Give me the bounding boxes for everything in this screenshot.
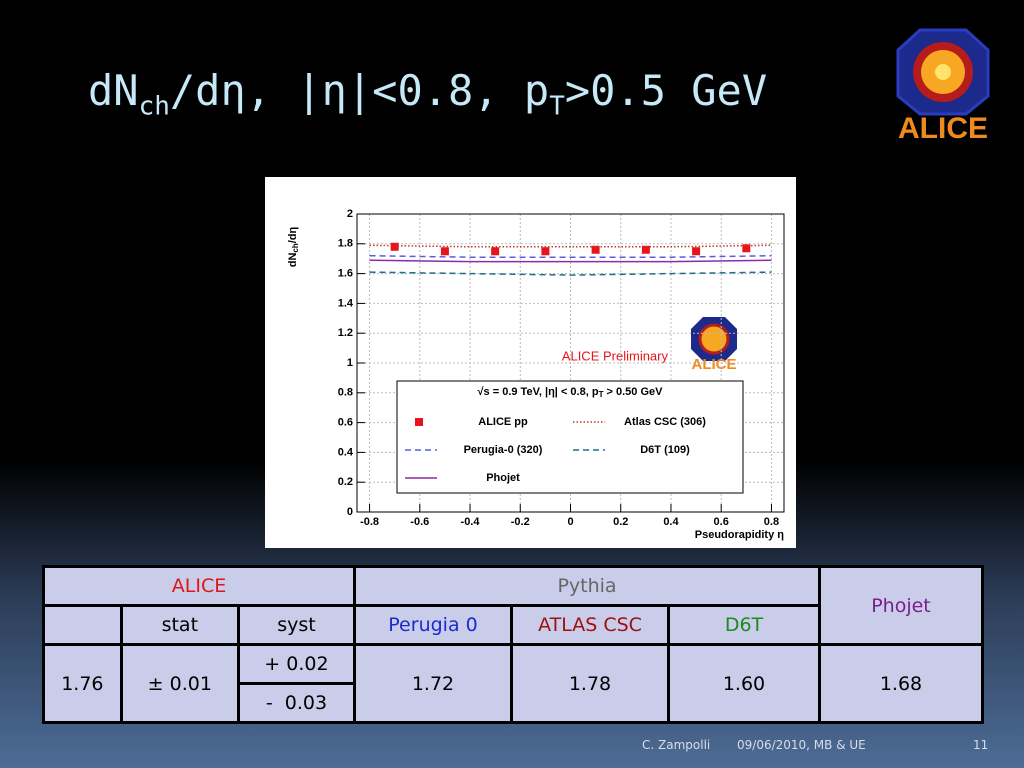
x-tick-label: 0.6: [714, 516, 729, 528]
x-tick-label: -0.6: [410, 516, 429, 528]
legend-title-part: √s = 0.9 TeV, |η| < 0.8, p: [478, 386, 599, 398]
data-point: [541, 247, 550, 256]
y-tick-label: 1.2: [338, 327, 353, 339]
legend-label: Phojet: [486, 472, 520, 484]
y-axis-label: dNch/dη: [287, 226, 300, 267]
title-part: >0.5 GeV: [564, 66, 768, 115]
legend-label: Atlas CSC (306): [624, 416, 706, 428]
y-tick-label: 1.8: [338, 238, 353, 250]
footer-page: 11: [973, 738, 989, 752]
table-header: ALICE: [42, 565, 356, 607]
table-cell: + 0.02: [236, 643, 357, 685]
label-part: /dη: [287, 226, 299, 243]
x-axis-label: Pseudorapidity η: [695, 529, 785, 541]
label-part: dN: [287, 253, 299, 268]
x-tick-label: 0.2: [613, 516, 628, 528]
x-tick-label: 0.8: [764, 516, 779, 528]
table-cell: 1.60: [667, 643, 821, 724]
x-tick-label: -0.8: [360, 516, 379, 528]
chart: ALICE ALICE Preliminary dNch/dη Pseudora…: [265, 177, 796, 548]
table-cell: 1.68: [818, 643, 984, 724]
table-cell: - 0.03: [236, 682, 357, 724]
series-line: [369, 271, 772, 276]
slide-title: dNch/dη, |η|<0.8, pT>0.5 GeV: [88, 66, 767, 121]
table-cell: 1.76: [42, 643, 123, 724]
series-line: [369, 244, 772, 248]
footer-author: C. Zampolli: [642, 738, 711, 752]
table-header: Phojet: [818, 565, 984, 646]
data-point: [591, 245, 600, 254]
table-header: Pythia: [353, 565, 821, 607]
alice-logo: ALICE: [896, 28, 990, 144]
legend-title-subscript: T: [599, 390, 604, 399]
logo-core: [698, 323, 730, 355]
table-subheader: syst: [236, 604, 357, 646]
series-line: [369, 259, 772, 263]
y-tick-label: 0.8: [338, 387, 353, 399]
y-tick-label: 1.6: [338, 268, 353, 280]
legend-box: [396, 380, 744, 494]
legend-title-part: > 0.50 GeV: [603, 386, 663, 398]
title-part: /dη, |η|<0.8, p: [169, 66, 550, 115]
y-tick-label: 0.2: [338, 476, 353, 488]
data-point: [742, 244, 751, 253]
title-part: dN: [88, 66, 139, 115]
logo-text: ALICE: [692, 356, 737, 373]
series-line: [369, 254, 772, 258]
table-subheader: ATLAS CSC: [510, 604, 670, 646]
y-tick-label: 2: [347, 208, 353, 220]
y-tick-label: 0: [347, 506, 353, 518]
legend-label: Perugia-0 (320): [464, 444, 543, 456]
legend-title: √s = 0.9 TeV, |η| < 0.8, pT > 0.50 GeV: [478, 386, 664, 399]
plot-frame: [356, 213, 785, 513]
legend-marker: [415, 418, 423, 426]
data-point: [390, 242, 399, 251]
table-cell: ± 0.01: [119, 643, 240, 724]
y-tick-label: 1: [347, 357, 353, 369]
footer-event: 09/06/2010, MB & UE: [737, 738, 866, 752]
data-point: [491, 247, 500, 256]
y-tick-label: 1.4: [338, 297, 354, 309]
table-subheader: stat: [119, 604, 240, 646]
x-tick-label: 0: [567, 516, 573, 528]
legend-label: D6T (109): [640, 444, 690, 456]
results-table: ALICE Pythia Phojet stat syst Perugia 0 …: [42, 565, 984, 724]
table-subheader: Perugia 0: [353, 604, 513, 646]
title-subscript: ch: [138, 91, 170, 122]
logo-text: ALICE: [898, 112, 988, 144]
data-point: [641, 245, 650, 254]
chart-logo: ALICE: [691, 317, 737, 373]
y-tick-label: 0.4: [338, 446, 354, 458]
x-tick-label: -0.4: [461, 516, 481, 528]
y-tick-label: 0.6: [338, 417, 353, 429]
table-cell: 1.72: [353, 643, 513, 724]
table-cell: [42, 604, 123, 646]
title-subscript: T: [549, 91, 565, 122]
annotation: ALICE Preliminary: [562, 348, 669, 363]
x-tick-label: -0.2: [511, 516, 530, 528]
logo-center: [935, 64, 951, 80]
data-point: [692, 247, 701, 256]
x-tick-label: 0.4: [663, 516, 679, 528]
legend-label: ALICE pp: [478, 416, 528, 428]
table-cell: 1.78: [510, 643, 670, 724]
data-point: [440, 247, 449, 256]
table-subheader: D6T: [667, 604, 821, 646]
label-subscript: ch: [291, 243, 300, 252]
